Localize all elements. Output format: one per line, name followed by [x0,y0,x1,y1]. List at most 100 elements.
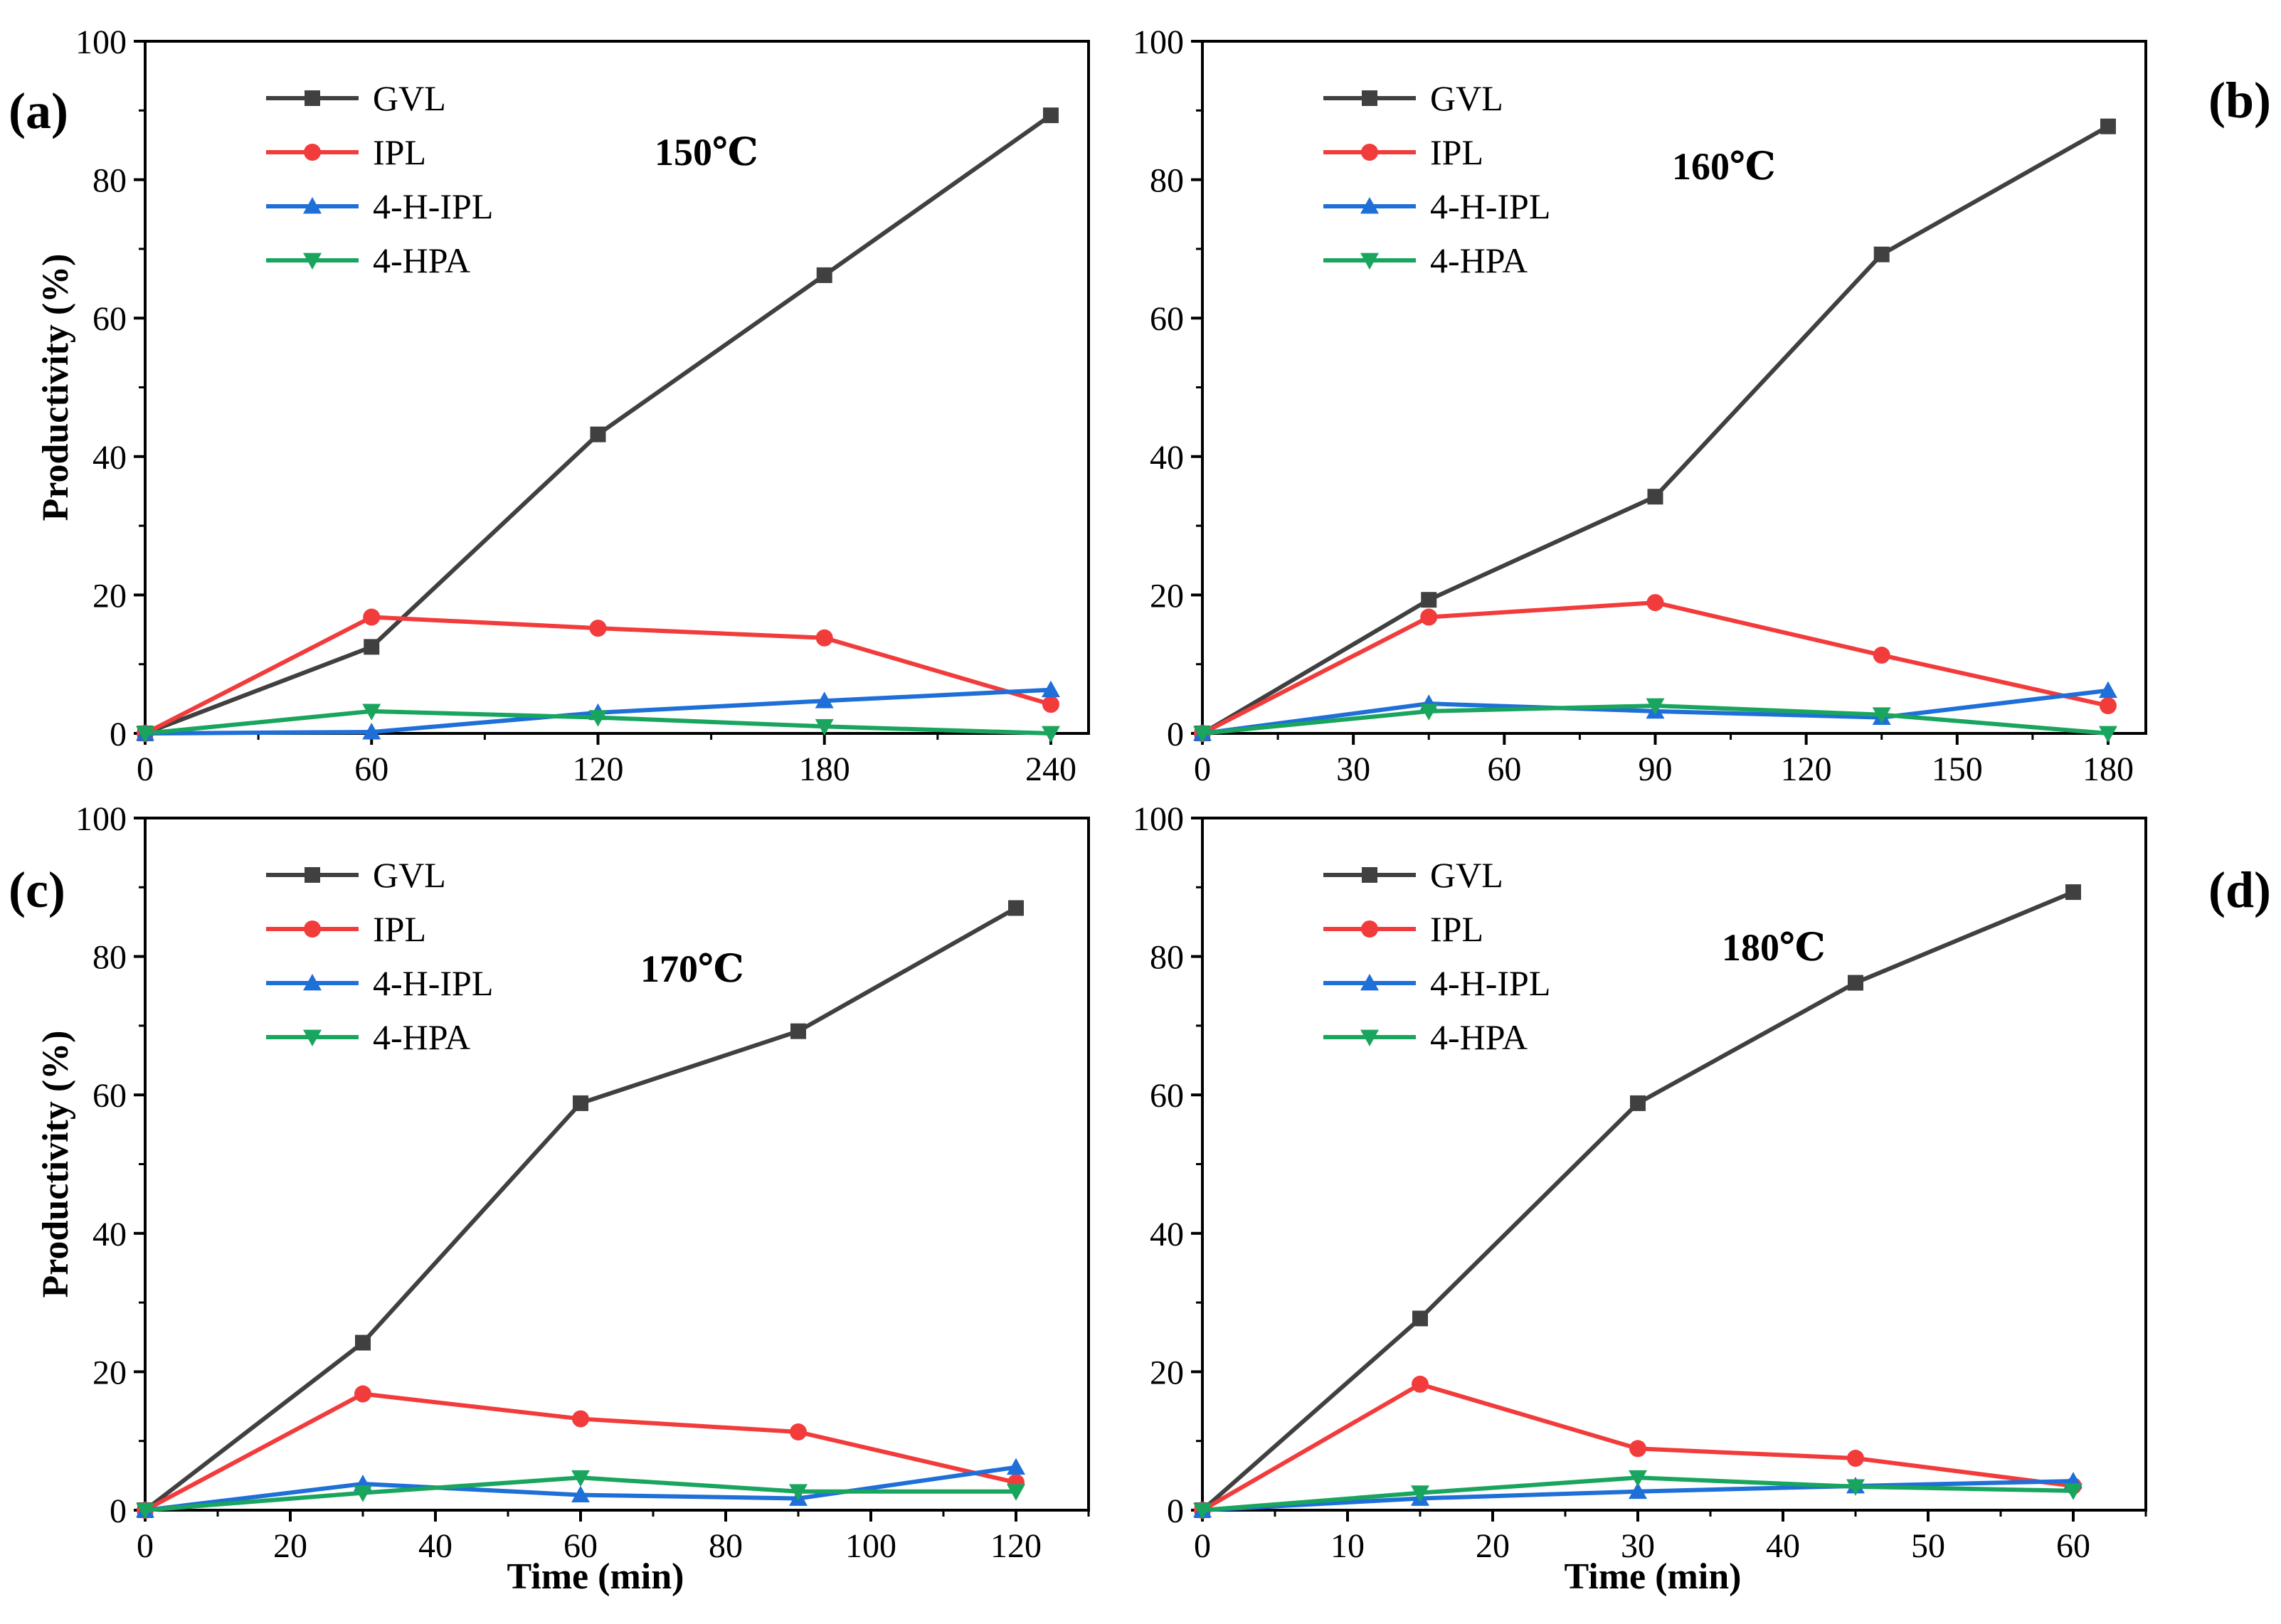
x-tick-label: 40 [418,1527,453,1565]
data-point-ipl [1847,1450,1864,1468]
data-point-gvl [816,267,832,283]
x-tick-label: 120 [990,1527,1042,1565]
data-point-gvl [790,1023,806,1039]
legend-marker-4-h-ipl [303,974,322,991]
panel-2: 0 20 40 60 80 100 0 30 60 90 120 150 180 (b) 160℃ GVL IP… [1133,23,2271,788]
legend-marker-ipl [1361,920,1378,938]
y-tick-label: 40 [1150,439,1184,477]
data-point-ipl [589,620,607,637]
legend-label-gvl: GVL [373,78,446,118]
y-tick-label: 80 [1150,162,1184,200]
data-point-gvl [573,1095,588,1111]
legend-label-4-hpa: 4-HPA [1430,240,1528,280]
y-tick-label: 0 [110,716,127,753]
data-point-gvl [1412,1310,1428,1327]
x-tick-label: 120 [572,750,623,788]
data-point-4-hpa [354,1485,372,1502]
data-point-4-hpa [136,726,154,743]
data-point-gvl [1873,246,1890,262]
y-tick-label: 60 [1150,1077,1184,1115]
legend-label-4-hpa: 4-HPA [1430,1017,1528,1057]
y-tick-label: 20 [1150,1354,1184,1391]
series-line-gvl [1201,124,2110,736]
x-tick-label: 0 [1194,1527,1211,1565]
legend-marker-gvl [305,90,320,106]
data-point-ipl [1412,1375,1429,1393]
data-point-4-hpa [362,704,381,721]
legend-marker-ipl [304,144,321,161]
x-tick-label: 180 [2082,750,2134,788]
x-tick-label: 60 [563,1527,598,1565]
data-point-4-hpa [1411,1485,1429,1502]
data-point-ipl [354,1385,371,1403]
x-tick-label: 60 [2056,1527,2090,1565]
data-point-4-hpa [2064,1483,2082,1500]
legend-label-ipl: IPL [1430,909,1483,949]
panel-3: 0 20 40 60 80 100 0 20 40 60 80 100 120 Productivity … [9,800,1090,1597]
data-point-ipl [815,629,833,647]
y-tick-label: 100 [1133,800,1184,838]
legend-label-4-h-ipl: 4-H-IPL [1430,186,1550,226]
panel-letter: (c) [9,861,65,918]
x-tick-label: 240 [1025,750,1076,788]
legend-marker-4-hpa [303,253,322,270]
data-point-4-hpa [136,1502,154,1519]
data-point-gvl [1042,107,1059,124]
data-point-4-hpa [1041,726,1060,743]
legend-marker-ipl [1361,144,1378,161]
x-tick-label: 90 [1638,750,1672,788]
y-tick-label: 100 [1133,23,1184,61]
x-tick-label: 0 [137,1527,154,1565]
y-tick-label: 40 [1150,1216,1184,1253]
x-axis-label: Time (min) [1565,1556,1742,1597]
y-tick-label: 100 [75,800,127,838]
data-point-gvl [355,1334,371,1351]
data-point-gvl [364,639,380,655]
y-tick-label: 0 [1167,716,1184,753]
y-tick-label: 20 [1150,577,1184,615]
data-point-gvl [590,426,606,442]
y-tick-label: 60 [92,300,127,338]
x-tick-label: 100 [845,1527,896,1565]
legend-marker-gvl [1362,867,1377,883]
x-tick-label: 180 [799,750,850,788]
y-tick-label: 60 [92,1077,127,1115]
x-tick-label: 20 [1476,1527,1510,1565]
x-tick-label: 0 [1194,750,1211,788]
data-point-ipl [1873,647,1890,664]
x-tick-label: 30 [1621,1527,1655,1565]
data-point-gvl [1630,1095,1646,1111]
legend-marker-gvl [1362,90,1377,106]
panel-letter: (d) [2208,861,2271,918]
data-point-4-h-ipl [2098,681,2117,699]
data-point-4-hpa [1629,1470,1647,1487]
x-tick-label: 10 [1330,1527,1365,1565]
temperature-label: 160℃ [1672,145,1776,188]
data-point-4-h-ipl [815,691,834,708]
x-tick-label: 120 [1781,750,1832,788]
data-point-4-hpa [1846,1479,1865,1496]
legend-label-ipl: IPL [373,909,426,949]
legend-marker-4-hpa [1360,253,1379,270]
x-tick-label: 20 [273,1527,307,1565]
legend-marker-4-hpa [1360,1029,1379,1046]
x-tick-label: 30 [1336,750,1370,788]
data-point-4-hpa [1872,707,1891,724]
data-point-4-hpa [1193,726,1212,743]
temperature-label: 150℃ [655,131,758,174]
panel-letter: (b) [2208,72,2271,129]
data-point-ipl [363,608,381,626]
y-tick-label: 20 [92,1354,127,1391]
data-point-4-hpa [1193,1502,1212,1519]
y-tick-label: 40 [92,439,127,477]
y-tick-label: 40 [92,1216,127,1253]
legend-label-4-hpa: 4-HPA [373,1017,470,1057]
x-tick-label: 60 [1487,750,1521,788]
legend-marker-4-hpa [303,1029,322,1046]
legend-marker-gvl [305,867,320,883]
data-point-4-hpa [789,1484,808,1501]
legend-label-4-hpa: 4-HPA [373,240,470,280]
x-tick-label: 80 [709,1527,743,1565]
